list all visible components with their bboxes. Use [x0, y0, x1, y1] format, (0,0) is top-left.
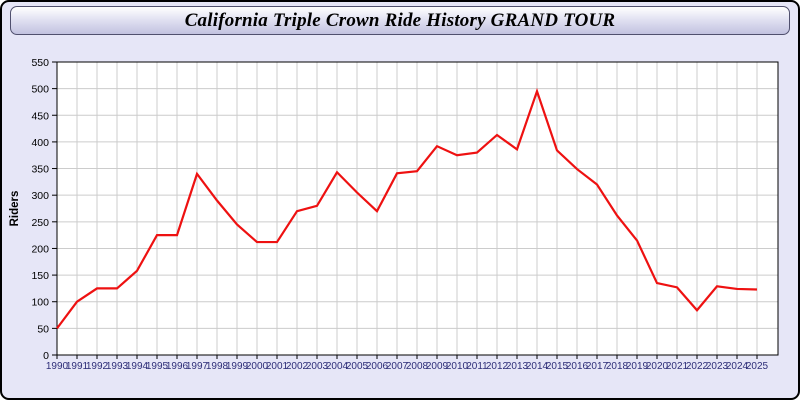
x-tick-label: 2006	[366, 361, 389, 372]
x-tick-label: 2007	[386, 361, 409, 372]
x-tick-label: 2017	[586, 361, 609, 372]
x-tick-label: 2016	[566, 361, 589, 372]
x-tick-label: 2012	[486, 361, 509, 372]
x-tick-label: 2008	[406, 361, 429, 372]
page-title: California Triple Crown Ride History GRA…	[184, 9, 616, 31]
x-tick-label: 2001	[266, 361, 289, 372]
x-tick-label: 1998	[206, 361, 229, 372]
x-tick-label: 1990	[46, 361, 69, 372]
x-tick-label: 2021	[666, 361, 689, 372]
y-tick-label: 400	[31, 137, 49, 149]
x-tick-label: 2024	[726, 361, 749, 372]
y-tick-label: 450	[31, 110, 49, 122]
y-axis-label: Riders	[9, 191, 21, 227]
y-tick-label: 150	[31, 270, 49, 282]
y-tick-label: 0	[43, 350, 49, 362]
y-tick-label: 100	[31, 297, 49, 309]
x-tick-label: 2009	[426, 361, 449, 372]
y-tick-label: 200	[31, 243, 49, 255]
x-tick-label: 1995	[146, 361, 169, 372]
y-tick-label: 300	[31, 190, 49, 202]
riders-data-line	[56, 87, 758, 330]
x-tick-label: 1997	[186, 361, 209, 372]
x-tick-label: 2025	[746, 361, 769, 372]
x-tick-label: 2019	[626, 361, 649, 372]
x-tick-label: 2015	[546, 361, 569, 372]
x-tick-label: 1992	[86, 361, 109, 372]
x-tick-label: 1993	[106, 361, 129, 372]
x-tick-label: 2018	[606, 361, 629, 372]
x-tick-label: 1999	[226, 361, 249, 372]
x-tick-label: 2023	[706, 361, 729, 372]
x-tick-label: 2002	[286, 361, 309, 372]
y-tick-label: 550	[31, 57, 49, 69]
x-tick-label: 2022	[686, 361, 709, 372]
x-tick-label: 2011	[466, 361, 488, 372]
x-tick-label: 1996	[166, 361, 189, 372]
chart-area: 1990 1991 1992 1993 1994 1995 1996 1997 1998 1999…	[2, 35, 798, 398]
y-tick-label: 350	[31, 164, 49, 176]
y-tick-label: 250	[31, 217, 49, 229]
x-tick-label: 2005	[346, 361, 369, 372]
title-bar: California Triple Crown Ride History GRA…	[10, 6, 790, 35]
x-tick-label: 2004	[326, 361, 349, 372]
x-tick-label: 2010	[446, 361, 469, 372]
x-tick-label: 1994	[126, 361, 149, 372]
x-tick-label: 2020	[646, 361, 669, 372]
x-tick-label: 2013	[506, 361, 529, 372]
y-tick-label: 500	[31, 84, 49, 96]
ride-history-line-chart: 1990199119921993199419951996199719981999…	[9, 57, 779, 372]
x-tick-label: 2000	[246, 361, 269, 372]
x-tick-label: 2003	[306, 361, 329, 372]
y-tick-label: 50	[37, 323, 49, 335]
x-tick-label: 1991	[66, 361, 89, 372]
x-tick-label: 2014	[526, 361, 549, 372]
